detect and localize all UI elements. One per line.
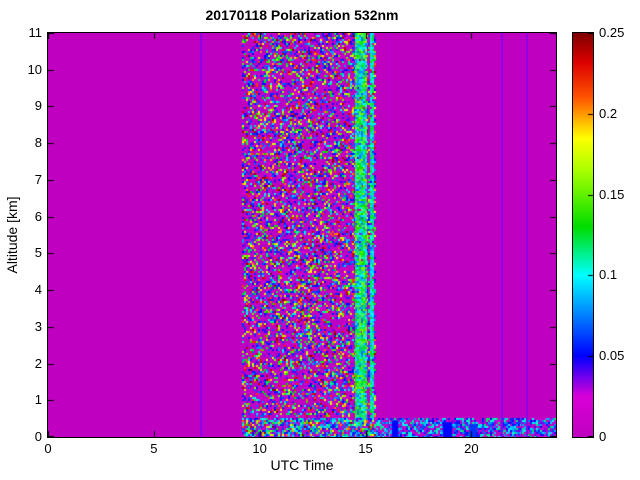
y-tick-label: 10 (27, 61, 42, 77)
y-tick-label: 1 (34, 392, 42, 408)
y-tick-label: 8 (34, 135, 42, 151)
colorbar-tick-label: 0.2 (599, 105, 618, 121)
y-tick-label: 7 (34, 171, 42, 187)
y-tick-label: 5 (34, 245, 42, 261)
y-tick-label: 9 (34, 98, 42, 114)
heatmap-canvas (47, 32, 557, 438)
x-tick-label: 15 (358, 441, 373, 456)
chart-title: 20170118 Polarization 532nm (205, 7, 399, 23)
colorbar (572, 32, 594, 438)
colorbar-tick-label: 0 (599, 429, 607, 444)
x-tick-label: 5 (150, 441, 158, 456)
y-tick-label: 2 (34, 355, 42, 371)
x-tick-label: 20 (464, 441, 479, 456)
x-tick-label: 0 (44, 441, 52, 456)
y-tick-label: 6 (34, 208, 42, 224)
x-tick-label: 10 (252, 441, 267, 456)
y-axis-label: Altitude [km] (4, 196, 20, 274)
colorbar-tick-label: 0.1 (599, 267, 618, 283)
y-tick-label: 0 (34, 429, 42, 444)
y-tick-label: 11 (28, 25, 43, 40)
y-tick-label: 4 (34, 282, 42, 298)
colorbar-tick-label: 0.05 (599, 348, 625, 364)
x-axis-label: UTC Time (270, 457, 334, 473)
colorbar-tick-label: 0.25 (599, 25, 625, 40)
colorbar-tick-label: 0.15 (599, 186, 625, 202)
y-tick-label: 3 (34, 318, 42, 334)
